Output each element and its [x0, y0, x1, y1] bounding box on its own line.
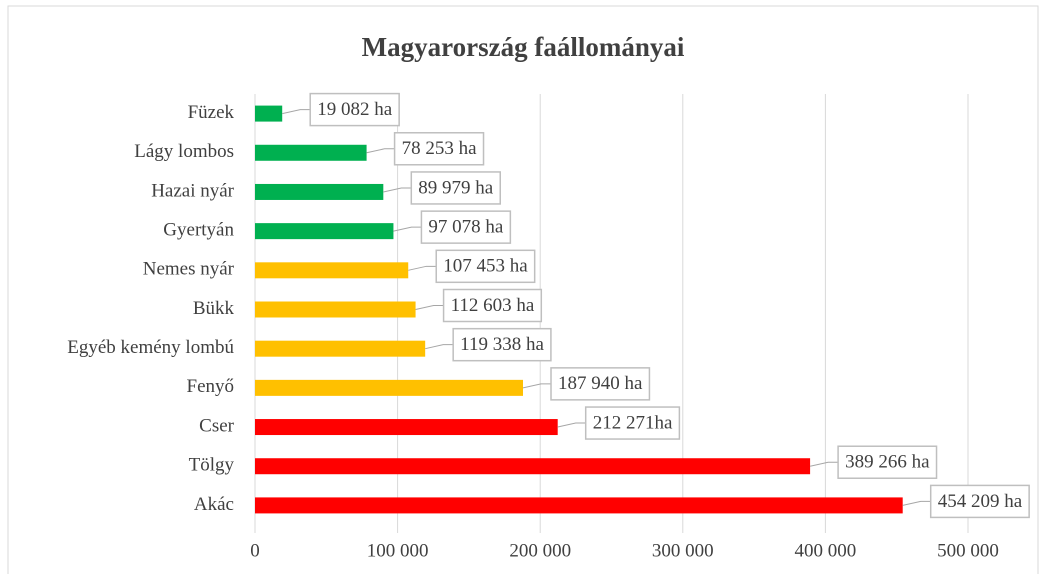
value-label: 19 082 ha: [317, 99, 393, 120]
bar: [255, 419, 558, 436]
y-tick-label: Lágy lombos: [134, 141, 234, 162]
y-tick-label: Bükk: [193, 298, 235, 319]
y-tick-label: Gyertyán: [163, 219, 234, 240]
bar: [255, 262, 409, 279]
y-tick-label: Egyéb kemény lombú: [67, 337, 234, 358]
value-label: 78 253 ha: [402, 138, 478, 159]
value-label: 119 338 ha: [460, 334, 544, 355]
label-box: [393, 132, 485, 166]
leader-line: [557, 422, 586, 428]
value-label: 112 603 ha: [451, 295, 535, 316]
x-tick-label: 400 000: [795, 540, 857, 561]
y-tick-label: Nemes nyár: [143, 259, 235, 280]
x-tick-label: 100 000: [367, 540, 429, 561]
leader-line: [393, 226, 422, 232]
leader-line: [408, 265, 437, 271]
leader-line: [902, 500, 931, 506]
leader-line: [809, 461, 839, 467]
bar: [255, 340, 426, 357]
bar: [255, 105, 283, 122]
x-tick-label: 500 000: [937, 540, 999, 561]
label-box: [410, 171, 501, 205]
label-box: [442, 288, 543, 323]
y-tick-label: Fenyő: [187, 376, 235, 397]
label-box: [435, 249, 536, 284]
bar: [255, 144, 367, 161]
label-box: [309, 92, 400, 127]
bar: [255, 379, 524, 396]
value-label: 107 453 ha: [443, 256, 528, 277]
value-label: 97 078 ha: [428, 216, 504, 237]
label-box: [420, 210, 512, 244]
label-box: [584, 406, 681, 440]
bar: [255, 458, 811, 475]
leader-line: [522, 383, 552, 389]
leader-line: [282, 109, 311, 115]
value-label: 89 979 ha: [418, 177, 494, 198]
y-tick-label: Hazai nyár: [151, 180, 234, 201]
chart-title: Magyarország faállományai: [362, 32, 685, 62]
y-tick-label: Cser: [199, 415, 235, 436]
y-tick-label: Tölgy: [189, 455, 235, 476]
label-box: [452, 327, 552, 362]
bar: [255, 183, 384, 200]
leader-line: [383, 187, 412, 193]
x-tick-label: 200 000: [509, 540, 571, 561]
label-box: [550, 367, 651, 401]
value-label: 212 271ha: [593, 412, 673, 433]
x-tick-label: 0: [250, 540, 260, 561]
x-tick-label: 300 000: [652, 540, 714, 561]
leader-line: [366, 148, 395, 154]
y-tick-label: Füzek: [188, 102, 235, 123]
leader-line: [415, 305, 444, 310]
leader-line: [425, 344, 454, 350]
label-box: [929, 484, 1030, 519]
value-label: 187 940 ha: [558, 373, 643, 394]
bar: [255, 497, 903, 514]
value-label: 389 266 ha: [845, 452, 930, 473]
y-tick-label: Akác: [194, 494, 234, 515]
label-box: [837, 445, 938, 479]
value-label: 454 209 ha: [938, 491, 1023, 512]
bar: [255, 301, 416, 318]
bar: [255, 223, 394, 240]
